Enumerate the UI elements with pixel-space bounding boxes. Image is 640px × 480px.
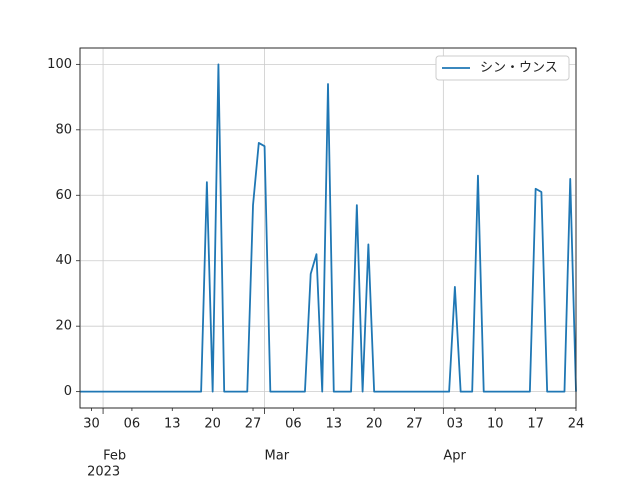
y-tick-label: 40 <box>55 253 72 268</box>
y-tick-label: 80 <box>55 122 72 137</box>
legend-label: シン・ウンス <box>480 61 558 76</box>
y-tick-label: 0 <box>64 384 72 399</box>
x-tick-label: 17 <box>527 417 544 432</box>
x-tick-label: 13 <box>325 417 342 432</box>
month-label: Apr <box>443 449 466 464</box>
month-label: Feb <box>103 449 126 464</box>
y-tick-label: 20 <box>55 319 72 334</box>
x-tick-label: 03 <box>447 417 464 432</box>
plot-frame <box>79 47 577 409</box>
month-label: Mar <box>265 449 290 464</box>
legend-box <box>435 55 570 81</box>
data-line <box>80 63 577 393</box>
y-tick-label: 100 <box>47 57 72 72</box>
x-tick-label: 24 <box>568 417 585 432</box>
x-tick-label: 13 <box>164 417 181 432</box>
y-tick-label: 60 <box>55 188 72 203</box>
x-tick-label: 20 <box>204 417 221 432</box>
x-tick-label: 27 <box>406 417 423 432</box>
x-tick-label: 06 <box>124 417 141 432</box>
x-tick-label: 20 <box>366 417 383 432</box>
x-tick-label: 10 <box>487 417 504 432</box>
x-tick-label: 30 <box>83 417 100 432</box>
year-label: 2023 <box>87 465 120 480</box>
legend: シン・ウンス <box>435 55 570 81</box>
x-tick-label: 06 <box>285 417 302 432</box>
x-tick-label: 27 <box>245 417 262 432</box>
